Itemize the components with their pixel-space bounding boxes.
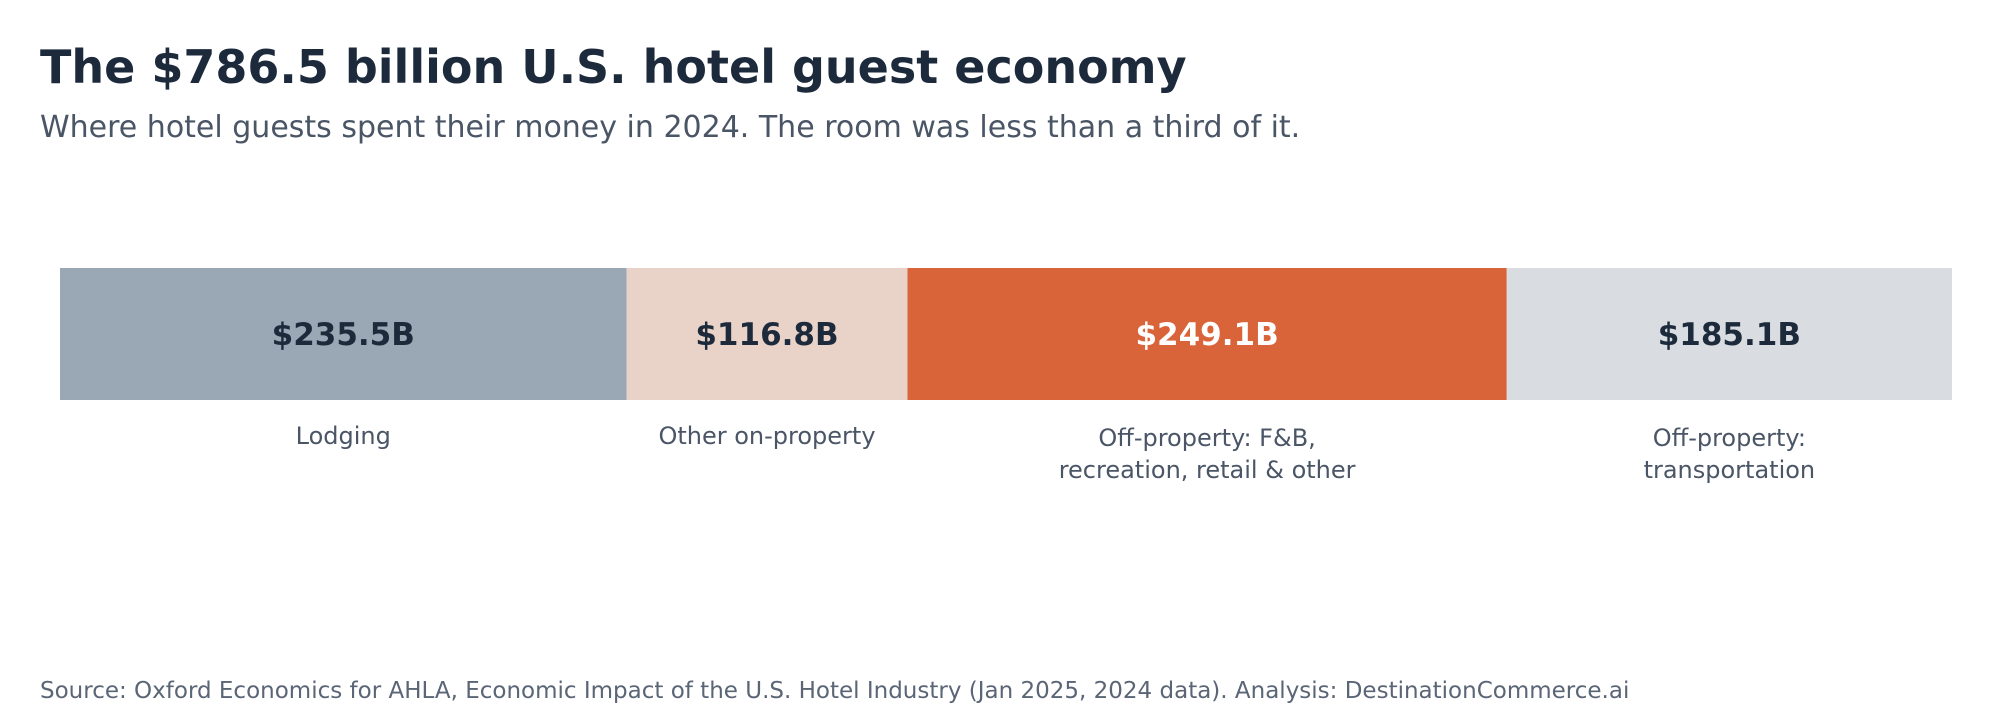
chart-title: The $786.5 billion U.S. hotel guest econ… <box>40 40 1187 94</box>
bar-segment-4 <box>1506 268 1952 400</box>
value-label-4: $185.1B <box>1658 317 1801 353</box>
bar-segment-2 <box>626 268 908 400</box>
value-label-1: $235.5B <box>272 317 415 353</box>
category-label-2: Other on-property <box>658 422 875 450</box>
source-note: Source: Oxford Economics for AHLA, Econo… <box>40 678 1630 704</box>
value-label-3: $249.1B <box>1135 317 1278 353</box>
category-label-4: Off-property: transportation <box>1644 424 1816 484</box>
chart-subtitle: Where hotel guests spent their money in … <box>40 110 1301 145</box>
category-label-3: Off-property: F&B, recreation, retail & o… <box>1059 424 1356 484</box>
category-label-1: Lodging <box>296 422 391 450</box>
value-label-2: $116.8B <box>695 317 838 353</box>
bar-segment-3 <box>907 268 1507 400</box>
bar-segment-1 <box>60 268 627 400</box>
